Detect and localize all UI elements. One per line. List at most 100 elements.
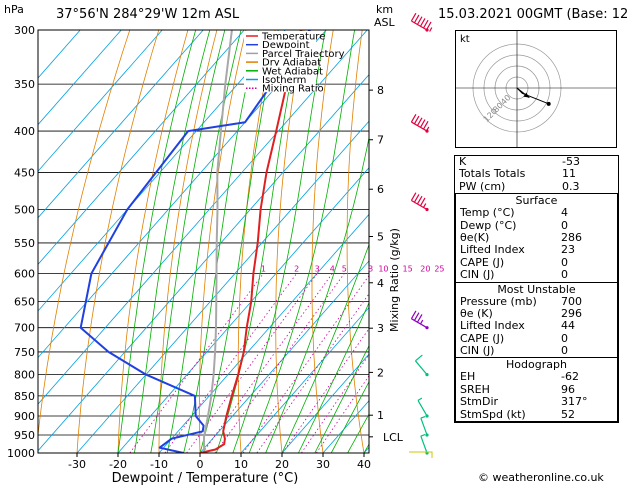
x-tick-label: 30: [316, 458, 330, 471]
row-value: -62: [561, 370, 579, 384]
table-row: PW (cm) 0.3: [455, 179, 618, 193]
row-label: PW (cm): [459, 179, 506, 193]
wind-barb-dot: [425, 414, 429, 418]
wet-adiabat-line: [314, 344, 369, 453]
mixing-ratio-label: 5: [342, 265, 347, 274]
hodograph-table-box: Hodograph EH -62 SREH 96 StmDir 317° StmSpd (k…: [455, 358, 618, 423]
row-value: 0: [561, 268, 568, 282]
row-label: θe(K): [460, 230, 490, 244]
mixing-ratio-line: [186, 273, 318, 453]
dry-adiabat-line: [275, 30, 305, 453]
storm-motion-arrowhead: [523, 92, 530, 98]
table-row: CAPE (J) 0: [456, 331, 617, 345]
wind-barb: [414, 354, 429, 377]
mixing-ratio-line: [214, 273, 345, 453]
most-unstable-title: Most Unstable: [497, 282, 576, 296]
wet-adiabat-line: [150, 30, 226, 453]
wind-barb-half: [420, 433, 426, 437]
wind-barb: [410, 192, 429, 212]
km-tick-label: 2: [377, 366, 384, 379]
isotherm-line: [38, 30, 368, 405]
isotherm-line: [199, 260, 369, 453]
wind-barb-dot: [425, 129, 429, 133]
dry-adiabat-line: [198, 30, 247, 453]
row-label: CIN (J): [460, 344, 495, 358]
legend-item-label: Isotherm: [262, 75, 306, 86]
mixing-ratio-line: [315, 375, 369, 453]
legend-bg: [244, 83, 316, 93]
pressure-tick-label: 800: [14, 369, 35, 382]
row-label: SREH: [460, 382, 490, 396]
dry-adiabat-line: [237, 30, 276, 453]
hodograph-endpoint: [546, 101, 551, 106]
wind-barb-flag: [416, 195, 423, 205]
table-row: Dewp (°C) 0: [456, 218, 617, 232]
km-tick-label: 3: [377, 322, 384, 335]
pressure-tick-label: 550: [14, 237, 35, 250]
wind-barb: [410, 113, 430, 133]
legend-item-label: Parcel Trajectory: [262, 49, 345, 60]
wind-barb: [410, 12, 433, 32]
mixing-ratio-label: 1: [261, 265, 266, 274]
wind-barb-staff: [420, 435, 428, 454]
mixing-ratio-label: 3: [315, 265, 320, 274]
row-label: Totals Totals: [459, 167, 526, 181]
mixing-ratio-label: 15: [403, 265, 413, 274]
most-unstable-box: Most Unstable Pressure (mb) 700 θe (K) 296 L…: [455, 282, 618, 359]
plot-frame: [37, 29, 370, 454]
row-value: 11: [562, 167, 576, 181]
row-value: 4: [561, 206, 568, 220]
wind-barb-flag: [410, 310, 417, 319]
x-tick-label: -20: [109, 458, 127, 471]
hodograph-unit-label: kt: [460, 34, 470, 45]
x-axis-label: Dewpoint / Temperature (°C): [112, 471, 299, 486]
wet-adiabat-line: [199, 30, 279, 453]
surface-box: Surface Temp (°C) 4 Dewp (°C) 0 θe(K) 286 Lift…: [455, 193, 618, 283]
row-value: 700: [561, 294, 582, 308]
wind-barb-flag: [413, 14, 420, 24]
wet-adiabat-line: [248, 30, 355, 453]
wind-barb-dot: [425, 433, 429, 437]
row-label: Pressure (mb): [460, 294, 537, 308]
wind-barb-flag: [419, 18, 426, 27]
pressure-tick-label: 950: [14, 429, 35, 442]
x-tick-label: 0: [197, 458, 204, 471]
table-row: StmDir 317°: [456, 395, 617, 408]
wind-barb-flag: [415, 354, 423, 362]
datetime-title: 15.03.2021 00GMT (Base: 12): [438, 7, 629, 22]
dry-adiabat-line: [414, 30, 446, 453]
wind-barb-half: [429, 27, 433, 32]
row-value: 0: [561, 218, 568, 232]
row-label: CAPE (J): [460, 331, 505, 345]
table-row: Temp (°C) 4: [456, 206, 617, 220]
isotherm-line: [38, 30, 122, 126]
wet-adiabat-line: [216, 30, 301, 453]
row-label: Temp (°C): [460, 206, 515, 220]
row-value: 44: [561, 319, 575, 333]
row-label: Lifted Index: [460, 243, 525, 257]
row-label: StmSpd (kt): [460, 407, 526, 421]
wind-barb-staff: [414, 360, 428, 375]
wind-barb-flag: [419, 197, 426, 207]
legend-item-label: Dewpoint: [262, 40, 310, 51]
table-row: θe (K) 296: [456, 307, 617, 320]
legend-bg: [244, 57, 316, 67]
wind-barb-dot: [425, 373, 429, 377]
table-row: CAPE (J) 0: [456, 256, 617, 269]
row-label: Lifted Index: [460, 319, 525, 333]
table-row: StmSpd (kt) 52: [456, 407, 617, 421]
wind-barb-dot: [425, 207, 429, 212]
row-value: 52: [561, 407, 575, 421]
km-tick-label: 4: [377, 277, 384, 290]
x-tick-label: 10: [234, 458, 248, 471]
table-row: CIN (J) 0: [456, 268, 617, 282]
wind-barb-flag: [413, 194, 420, 203]
wind-barb: [417, 397, 429, 418]
wind-barb-flag: [413, 312, 420, 321]
mixing-ratio-line: [301, 354, 369, 453]
dry-adiabat-line: [38, 30, 131, 438]
temperature-line: [199, 30, 303, 453]
pressure-tick-label: 300: [14, 24, 35, 37]
parcel-trajectory-line: [203, 30, 233, 453]
